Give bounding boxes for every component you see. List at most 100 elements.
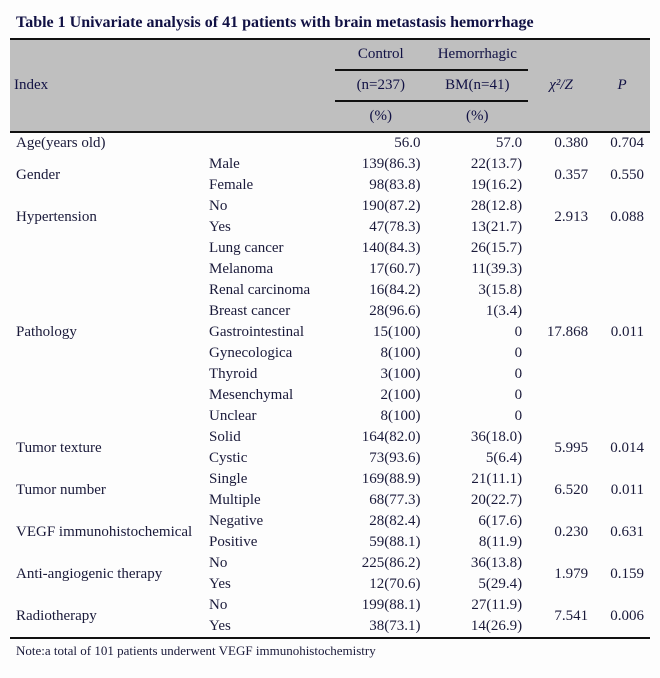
table-caption: Table 1 Univariate analysis of 41 patien… — [10, 10, 650, 38]
cell-index: VEGF immunohistochemical — [10, 511, 203, 553]
cell-subcategory: Male — [203, 154, 335, 175]
cell-hemorrhagic: 13(21.7) — [427, 217, 529, 238]
cell-p: 0.704 — [594, 132, 650, 154]
cell-stat: 17.868 — [528, 238, 594, 427]
header-control-2: (n=237) — [335, 70, 426, 101]
cell-stat: 1.979 — [528, 553, 594, 595]
cell-control: 190(87.2) — [335, 196, 426, 217]
cell-hemorrhagic: 0 — [427, 406, 529, 427]
table-body: Age(years old)56.057.00.3800.704GenderMa… — [10, 132, 650, 638]
cell-subcategory: Renal carcinoma — [203, 280, 335, 301]
cell-control: 139(86.3) — [335, 154, 426, 175]
header-stat: χ²/Z — [528, 39, 594, 132]
cell-control: 68(77.3) — [335, 490, 426, 511]
cell-stat: 5.995 — [528, 427, 594, 469]
cell-subcategory: Multiple — [203, 490, 335, 511]
cell-control: 199(88.1) — [335, 595, 426, 616]
cell-subcategory: Negative — [203, 511, 335, 532]
table-row: RadiotherapyNo199(88.1)27(11.9)7.5410.00… — [10, 595, 650, 616]
cell-subcategory: Cystic — [203, 448, 335, 469]
table-row: Tumor numberSingle169(88.9)21(11.1)6.520… — [10, 469, 650, 490]
header-hemo-2: BM(n=41) — [427, 70, 529, 101]
cell-p: 0.006 — [594, 595, 650, 638]
cell-subcategory: Solid — [203, 427, 335, 448]
cell-subcategory: No — [203, 595, 335, 616]
cell-subcategory — [203, 132, 335, 154]
cell-hemorrhagic: 14(26.9) — [427, 616, 529, 638]
header-p: P — [594, 39, 650, 132]
cell-hemorrhagic: 36(18.0) — [427, 427, 529, 448]
cell-subcategory: Thyroid — [203, 364, 335, 385]
cell-hemorrhagic: 57.0 — [427, 132, 529, 154]
cell-hemorrhagic: 6(17.6) — [427, 511, 529, 532]
cell-p: 0.159 — [594, 553, 650, 595]
header-hemo-1: Hemorrhagic — [427, 39, 529, 70]
cell-subcategory: No — [203, 553, 335, 574]
cell-control: 59(88.1) — [335, 532, 426, 553]
cell-hemorrhagic: 8(11.9) — [427, 532, 529, 553]
cell-hemorrhagic: 11(39.3) — [427, 259, 529, 280]
header-control-3: (%) — [335, 101, 426, 132]
cell-control: 73(93.6) — [335, 448, 426, 469]
cell-stat: 6.520 — [528, 469, 594, 511]
cell-subcategory: Female — [203, 175, 335, 196]
cell-p: 0.631 — [594, 511, 650, 553]
table-row: GenderMale139(86.3)22(13.7)0.3570.550 — [10, 154, 650, 175]
data-table: Index Control Hemorrhagic χ²/Z P (n=237)… — [10, 38, 650, 663]
table-footnote: Note:a total of 101 patients underwent V… — [10, 638, 650, 663]
cell-subcategory: Mesenchymal — [203, 385, 335, 406]
cell-subcategory: Lung cancer — [203, 238, 335, 259]
cell-subcategory: No — [203, 196, 335, 217]
cell-index: Tumor number — [10, 469, 203, 511]
cell-control: 8(100) — [335, 343, 426, 364]
cell-index: Gender — [10, 154, 203, 196]
cell-hemorrhagic: 3(15.8) — [427, 280, 529, 301]
cell-index: Tumor texture — [10, 427, 203, 469]
cell-stat: 0.230 — [528, 511, 594, 553]
cell-stat: 0.357 — [528, 154, 594, 196]
cell-subcategory: Yes — [203, 217, 335, 238]
cell-control: 15(100) — [335, 322, 426, 343]
cell-index: Hypertension — [10, 196, 203, 238]
cell-control: 164(82.0) — [335, 427, 426, 448]
cell-stat: 2.913 — [528, 196, 594, 238]
cell-hemorrhagic: 26(15.7) — [427, 238, 529, 259]
table-row: Tumor textureSolid164(82.0)36(18.0)5.995… — [10, 427, 650, 448]
cell-hemorrhagic: 27(11.9) — [427, 595, 529, 616]
cell-control: 225(86.2) — [335, 553, 426, 574]
cell-subcategory: Melanoma — [203, 259, 335, 280]
cell-p: 0.550 — [594, 154, 650, 196]
cell-p: 0.011 — [594, 469, 650, 511]
cell-control: 56.0 — [335, 132, 426, 154]
cell-subcategory: Yes — [203, 616, 335, 638]
header-index: Index — [10, 39, 203, 132]
cell-control: 47(78.3) — [335, 217, 426, 238]
table-row: HypertensionNo190(87.2)28(12.8)2.9130.08… — [10, 196, 650, 217]
cell-hemorrhagic: 36(13.8) — [427, 553, 529, 574]
cell-control: 98(83.8) — [335, 175, 426, 196]
cell-hemorrhagic: 22(13.7) — [427, 154, 529, 175]
cell-hemorrhagic: 0 — [427, 385, 529, 406]
cell-subcategory: Gynecologica — [203, 343, 335, 364]
cell-p: 0.014 — [594, 427, 650, 469]
cell-stat: 7.541 — [528, 595, 594, 638]
cell-hemorrhagic: 1(3.4) — [427, 301, 529, 322]
cell-subcategory: Single — [203, 469, 335, 490]
cell-control: 169(88.9) — [335, 469, 426, 490]
cell-hemorrhagic: 0 — [427, 364, 529, 385]
table-row: Anti-angiogenic therapyNo225(86.2)36(13.… — [10, 553, 650, 574]
cell-p: 0.088 — [594, 196, 650, 238]
table-row: Age(years old)56.057.00.3800.704 — [10, 132, 650, 154]
table-row: VEGF immunohistochemicalNegative28(82.4)… — [10, 511, 650, 532]
cell-control: 28(82.4) — [335, 511, 426, 532]
cell-control: 38(73.1) — [335, 616, 426, 638]
cell-control: 12(70.6) — [335, 574, 426, 595]
cell-control: 140(84.3) — [335, 238, 426, 259]
cell-control: 3(100) — [335, 364, 426, 385]
cell-hemorrhagic: 28(12.8) — [427, 196, 529, 217]
cell-control: 2(100) — [335, 385, 426, 406]
cell-subcategory: Gastrointestinal — [203, 322, 335, 343]
cell-hemorrhagic: 5(29.4) — [427, 574, 529, 595]
cell-hemorrhagic: 20(22.7) — [427, 490, 529, 511]
table-header: Index Control Hemorrhagic χ²/Z P (n=237)… — [10, 39, 650, 132]
